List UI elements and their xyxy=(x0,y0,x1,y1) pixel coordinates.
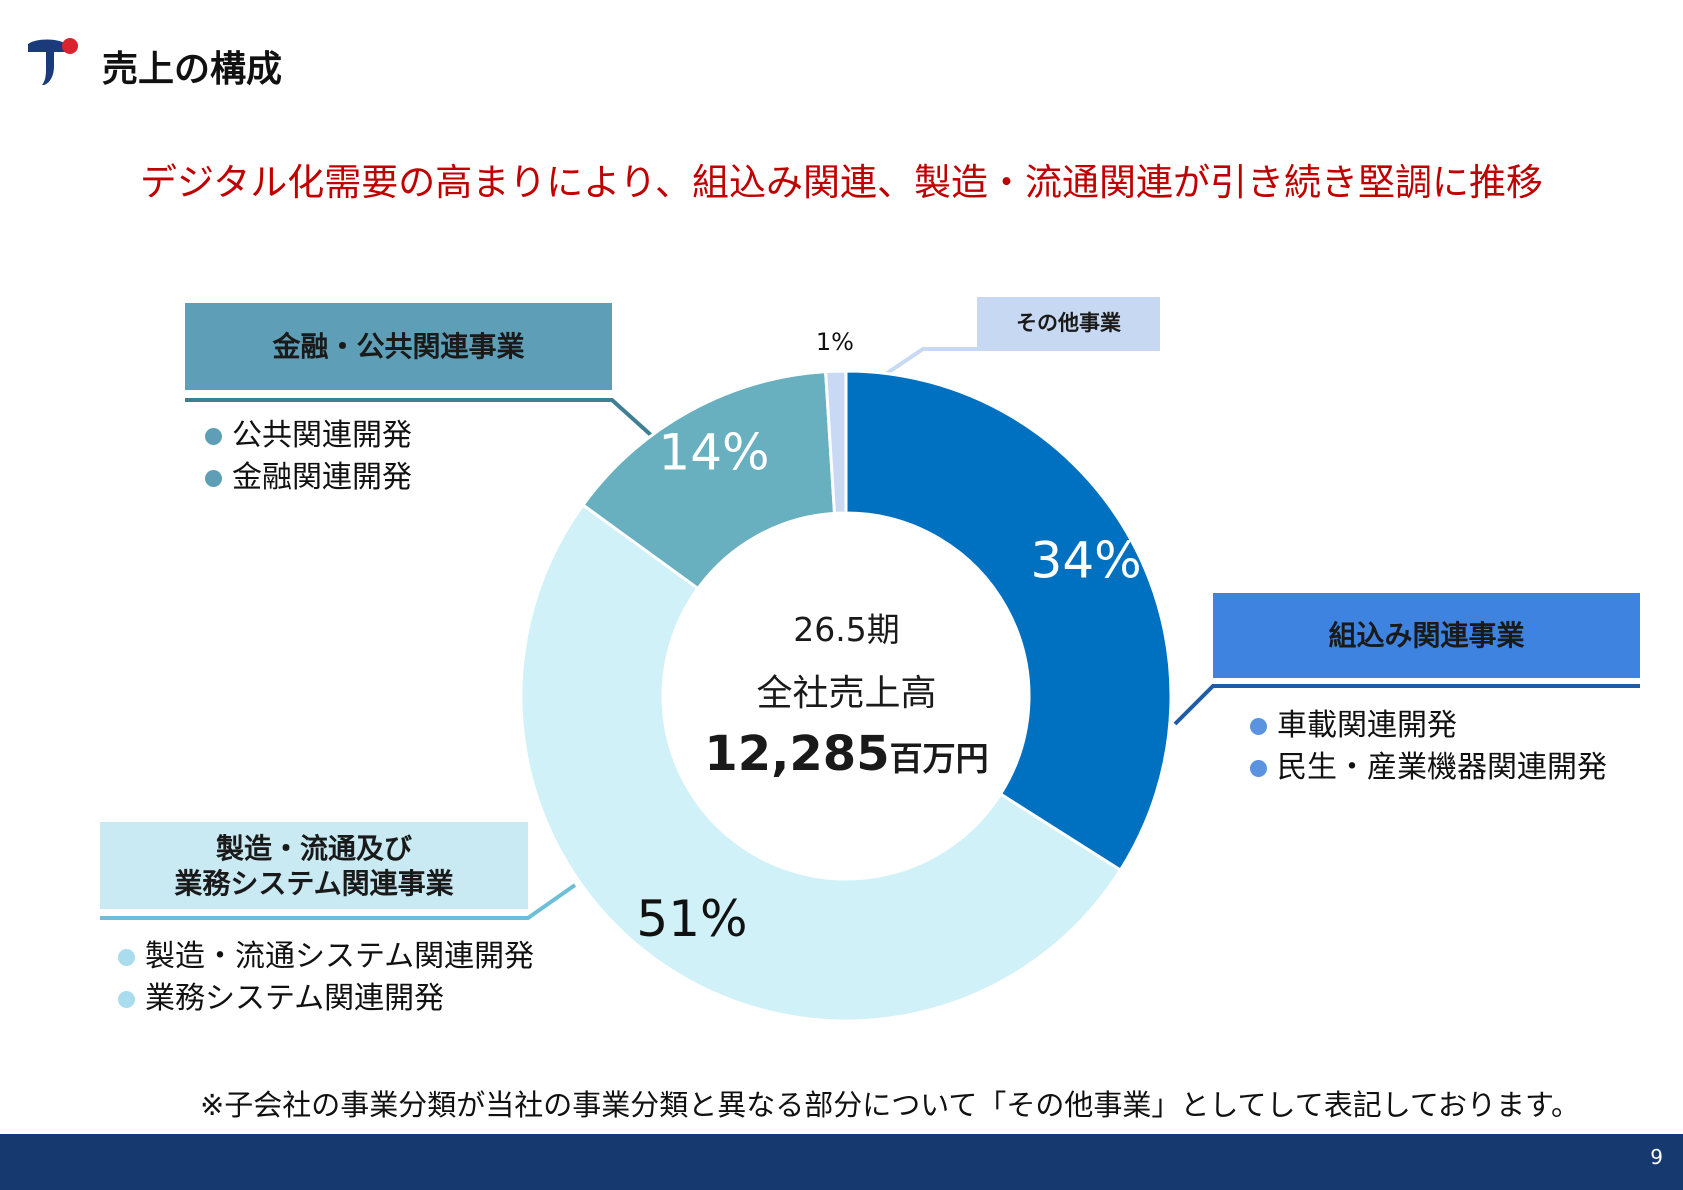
page-title: 売上の構成 xyxy=(102,49,283,90)
mfg-items: 製造・流通システム関連開発 業務システム関連開発 xyxy=(118,936,534,1020)
slice-label-embedded: 34% xyxy=(1031,531,1142,589)
category-box-other: その他事業 xyxy=(977,297,1160,349)
bullet-dot-icon xyxy=(1250,717,1267,735)
bullet-dot-icon xyxy=(205,469,222,487)
company-logo xyxy=(28,38,78,85)
slice-mfg xyxy=(519,502,1123,1023)
list-item: 民生・産業機器関連開発 xyxy=(1250,747,1607,789)
leader-line-embedded xyxy=(1173,684,1640,726)
category-box-embedded: 組込み関連事業 xyxy=(1213,593,1640,678)
total-value: 12,285 xyxy=(704,726,890,782)
slice-embedded xyxy=(844,369,1173,873)
category-name-other: その他事業 xyxy=(1016,310,1121,335)
page-number: 9 xyxy=(1650,1145,1663,1169)
category-box-mfg: 製造・流通及び 業務システム関連事業 xyxy=(100,822,528,909)
list-item: 金融関連開発 xyxy=(205,457,412,499)
center-total: 12,285百万円 xyxy=(650,726,1043,782)
slice-labels: 34% 51% 14% 1% xyxy=(636,328,1141,948)
bullet-dot-icon xyxy=(118,990,135,1008)
donut-chart: 34% 51% 14% 1% xyxy=(100,328,1640,1023)
donut-slices xyxy=(519,369,1173,1023)
category-name-mfg-line1: 製造・流通及び xyxy=(215,831,412,865)
slice-other xyxy=(824,369,848,515)
bullet-dot-icon xyxy=(118,948,135,966)
total-unit: 百万円 xyxy=(889,739,989,778)
bullet-dot-icon xyxy=(205,427,222,445)
category-name-mfg-line2: 業務システム関連事業 xyxy=(174,866,454,900)
subtitle: デジタル化需要の高まりにより、組込み関連、製造・流通関連が引き続き堅調に推移 xyxy=(139,161,1544,204)
slice-label-finance: 14% xyxy=(658,423,769,481)
slice-finance xyxy=(580,370,837,591)
list-item: 業務システム関連開発 xyxy=(118,978,534,1020)
category-name-finance: 金融・公共関連事業 xyxy=(272,330,525,363)
leader-line-mfg xyxy=(100,883,577,920)
category-name-embedded: 組込み関連事業 xyxy=(1328,619,1525,652)
list-item: 製造・流通システム関連開発 xyxy=(118,936,534,978)
list-item: 公共関連開発 xyxy=(205,415,412,457)
slice-label-mfg: 51% xyxy=(636,890,747,948)
center-label: 全社売上高 xyxy=(756,673,937,714)
footer-bar xyxy=(0,1134,1683,1190)
bullet-dot-icon xyxy=(1250,759,1267,777)
category-box-finance: 金融・公共関連事業 xyxy=(185,303,612,390)
slice-label-other: 1% xyxy=(816,328,854,356)
leader-line-finance xyxy=(185,398,654,438)
finance-items: 公共関連開発 金融関連開発 xyxy=(205,415,412,499)
center-period: 26.5期 xyxy=(793,610,900,649)
embedded-items: 車載関連開発 民生・産業機器関連開発 xyxy=(1250,705,1607,789)
list-item: 車載関連開発 xyxy=(1250,705,1607,747)
footnote: ※子会社の事業分類が当社の事業分類と異なる部分について「その他事業」としてして表… xyxy=(200,1088,1581,1122)
